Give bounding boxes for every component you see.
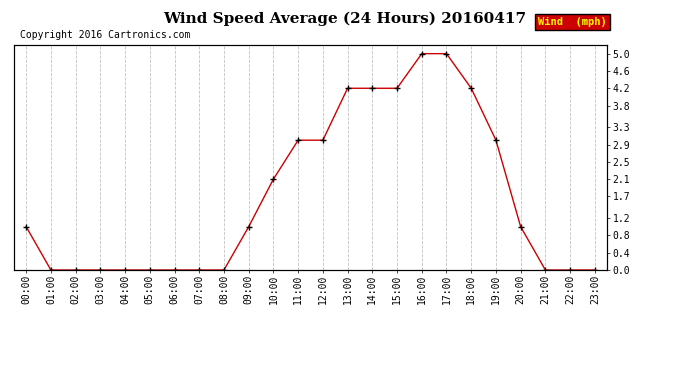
Text: Wind  (mph): Wind (mph) <box>538 17 607 27</box>
Text: Copyright 2016 Cartronics.com: Copyright 2016 Cartronics.com <box>20 30 190 40</box>
Text: Wind Speed Average (24 Hours) 20160417: Wind Speed Average (24 Hours) 20160417 <box>164 11 526 26</box>
